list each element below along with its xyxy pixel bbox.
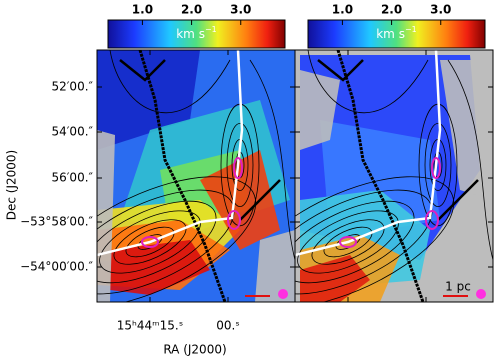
colorbar-tick-label: 1.0 [332, 3, 353, 17]
core [425, 210, 439, 230]
contour [295, 176, 455, 302]
map-region [300, 70, 340, 150]
colorbar-tick-label: 2.0 [181, 3, 202, 17]
core [227, 210, 241, 230]
map-region [200, 150, 280, 250]
x-axis-label: RA (J2000) [163, 343, 226, 357]
contour [97, 200, 217, 284]
map [295, 50, 493, 302]
colorbar-tick-label: 2.0 [381, 3, 402, 17]
map-region [440, 60, 493, 200]
filament [119, 59, 281, 221]
x-tick-label: 00.ˢ [216, 319, 240, 333]
core [431, 157, 441, 179]
y-axis-label: Dec (J2000) [5, 150, 19, 220]
contour [295, 200, 415, 284]
contour [99, 210, 201, 274]
colorbar [107, 19, 286, 49]
map-region [97, 130, 115, 302]
unit-exponent: −1 [205, 25, 217, 34]
colorbar-unit: km s−1 [376, 25, 417, 41]
beam [476, 289, 486, 299]
colorbar-tick-label: 3.0 [230, 3, 251, 17]
y-tick-label: 54′00.″ [51, 125, 93, 139]
contour [311, 219, 385, 265]
contour [307, 50, 429, 114]
contour [323, 226, 373, 258]
map-region [300, 255, 370, 302]
y-tick-label: 52′00.″ [51, 80, 93, 94]
colorbar-tick-label: 1.0 [132, 3, 153, 17]
contour [97, 176, 257, 302]
map [97, 50, 295, 302]
colorbar-tick-label: 3.0 [430, 3, 451, 17]
core [233, 157, 243, 179]
contour [447, 59, 493, 261]
unit: km s [176, 27, 205, 41]
map-region [110, 240, 210, 295]
core [339, 236, 357, 248]
y-tick-label: 56′00.″ [51, 171, 93, 185]
ridge [97, 50, 244, 257]
colorbar [307, 19, 486, 49]
contour [249, 59, 295, 261]
map-region [255, 230, 295, 302]
contour [113, 219, 187, 265]
filament [138, 50, 227, 302]
beam [278, 289, 288, 299]
ridge [295, 50, 442, 257]
contour [226, 123, 254, 207]
contour [424, 123, 452, 207]
colorbar-unit: km s−1 [176, 25, 217, 41]
filament [317, 59, 479, 221]
y-tick-label: −53°58′00.″ [20, 215, 93, 229]
y-tick-label: −54°00′00.″ [20, 260, 93, 274]
contour [125, 226, 175, 258]
filament [336, 50, 425, 302]
scale-label: 1 pc [445, 280, 471, 294]
contour [297, 210, 399, 274]
contour [109, 50, 231, 114]
core [141, 236, 159, 248]
unit: km s [376, 27, 405, 41]
x-tick-label: 15ʰ44ᵐ15.ˢ [117, 319, 183, 333]
panel-frame [294, 49, 494, 303]
unit-exponent: −1 [405, 25, 417, 34]
